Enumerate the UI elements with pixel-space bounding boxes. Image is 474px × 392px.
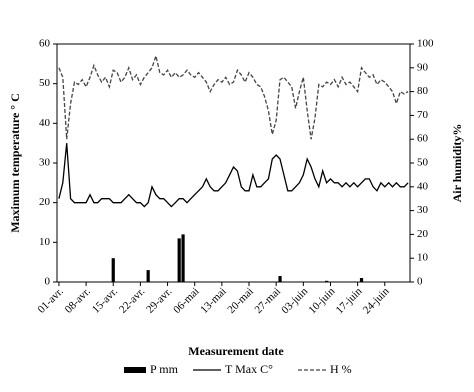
y-tick-label: 40 (39, 117, 51, 129)
y2-tick-label: 10 (417, 252, 429, 264)
y-tick-label: 60 (39, 38, 51, 50)
x-tick-label: 08-avr. (63, 285, 93, 315)
x-tick-label: 06-mai (171, 285, 202, 316)
bar (181, 234, 185, 282)
y2-tick-label: 60 (417, 133, 429, 145)
x-tick-label: 17-juin (334, 285, 365, 316)
bar (324, 280, 329, 282)
bar (146, 270, 150, 282)
x-tick-label: 15-avr. (90, 285, 120, 315)
x-tick-label: 27-mai (253, 285, 284, 316)
legend-label: H % (330, 362, 352, 376)
x-tick-label: 03-juin (279, 285, 310, 316)
y-tick-label: 10 (39, 236, 51, 248)
y2-tick-label: 100 (417, 38, 434, 50)
bar (177, 238, 181, 282)
y-axis-title: Maximum temperature ° C (8, 93, 22, 233)
y-tick-label: 50 (39, 77, 51, 89)
bar (278, 276, 282, 282)
x-axis-title: Measurement date (188, 344, 284, 358)
bar (111, 258, 115, 282)
x-tick-label: 10-juin (306, 285, 337, 316)
legend-swatch (124, 367, 146, 373)
x-tick-label: 24-juin (361, 285, 392, 316)
y-tick-label: 0 (45, 276, 51, 288)
y-tick-label: 30 (39, 157, 51, 169)
y2-axis-title: Air humidity% (450, 124, 464, 203)
y2-tick-label: 70 (417, 109, 429, 121)
x-tick-label: 01-avr. (36, 285, 66, 315)
y2-tick-label: 80 (417, 85, 429, 97)
bar (359, 278, 364, 282)
y2-tick-label: 40 (417, 180, 429, 192)
y2-tick-label: 90 (417, 61, 429, 73)
plot-frame (56, 43, 411, 283)
y-tick-label: 20 (39, 196, 51, 208)
x-tick-label: 13-mai (198, 285, 229, 316)
x-tick-label: 20-mai (225, 285, 256, 316)
line (58, 143, 409, 208)
x-tick-label: 29-avr. (144, 285, 174, 315)
legend-label: T Max C° (225, 362, 273, 376)
y2-tick-label: 30 (417, 204, 429, 216)
y2-tick-label: 50 (417, 157, 429, 169)
x-tick-label: 22-avr. (117, 285, 147, 315)
line (58, 53, 409, 140)
legend-label: P mm (150, 362, 179, 376)
y2-tick-label: 0 (417, 276, 423, 288)
y2-tick-label: 20 (417, 228, 429, 240)
